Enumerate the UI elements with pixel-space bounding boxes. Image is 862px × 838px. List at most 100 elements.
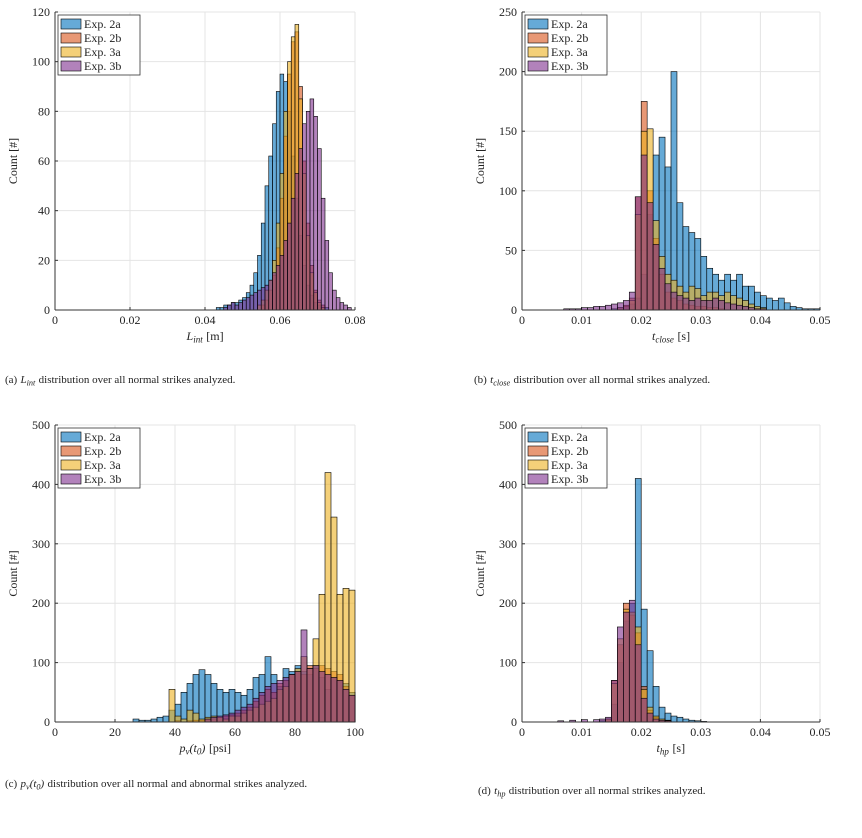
y-tick-label: 300 (499, 537, 517, 551)
caption: (d) thp distribution over all normal strik… (478, 784, 705, 801)
histogram-bar (306, 668, 314, 723)
legend-swatch (527, 473, 549, 485)
legend-label: Exp. 3a (84, 458, 121, 472)
y-tick-label: 20 (38, 253, 50, 267)
x-tick-label: 0.02 (631, 725, 652, 739)
legend-swatch (527, 18, 549, 30)
histogram-bar (294, 671, 302, 723)
histogram-bar (617, 302, 624, 311)
histogram-bar (268, 279, 273, 311)
histogram-bar (783, 302, 791, 311)
legend-swatch (60, 473, 82, 485)
x-tick-label: 0 (519, 313, 525, 327)
legend-label: Exp. 3a (551, 45, 588, 59)
histogram-bar (260, 287, 266, 311)
histogram-bar (300, 629, 308, 723)
x-tick-label: 0.04 (750, 313, 771, 327)
histogram-bar (772, 300, 779, 311)
subscript: 0 (36, 782, 41, 792)
histogram-bar (313, 116, 318, 311)
label-part: p (20, 778, 27, 790)
label-part: ) (201, 741, 206, 755)
label-part: distribution over all normal strikes ana… (38, 374, 236, 386)
histogram-bar (605, 716, 612, 723)
histogram-bar (712, 297, 719, 311)
histogram-bar (789, 306, 797, 311)
subscript: int (193, 334, 203, 345)
histogram-bar (318, 671, 326, 723)
histogram-bar (249, 294, 255, 311)
x-tick-label: 0.05 (810, 725, 831, 739)
legend-swatch (60, 32, 82, 44)
x-tick-label: 20 (109, 725, 121, 739)
x-tick-label: 0 (52, 313, 58, 327)
histogram-bar (700, 300, 708, 311)
histogram-bar (282, 677, 290, 723)
label-part: L (20, 374, 27, 386)
x-tick-label: 0.01 (571, 313, 592, 327)
x-tick-label: 60 (229, 725, 241, 739)
y-tick-label: 40 (38, 204, 50, 218)
x-tick-label: 0.04 (195, 313, 216, 327)
histogram-bar (628, 599, 636, 723)
x-tick-label: 0 (52, 725, 58, 739)
histogram-bar (294, 173, 300, 311)
histogram-bar (766, 297, 773, 311)
histogram-bar (162, 715, 170, 723)
label-part: (a) (5, 374, 18, 386)
histogram-bar (228, 712, 236, 723)
histogram-bar (198, 669, 206, 723)
histogram-bar (287, 222, 292, 311)
histogram-bar (276, 680, 284, 723)
y-axis-label: Count [#] (473, 138, 487, 184)
x-tick-label: 0.05 (810, 313, 831, 327)
label-part: (b) (474, 374, 487, 386)
histogram-bar (328, 272, 333, 311)
legend-swatch (527, 46, 549, 58)
y-tick-label: 0 (44, 303, 50, 317)
legend-label: Exp. 3b (84, 59, 121, 73)
label-part: [psi] (208, 741, 231, 755)
histogram-bar (234, 709, 242, 723)
y-tick-label: 400 (32, 477, 50, 491)
histogram-bar (234, 304, 240, 311)
x-tick-label: 0.02 (631, 313, 652, 327)
label-part: t (490, 374, 494, 386)
histogram-bar (312, 665, 320, 723)
histogram-bar (343, 304, 348, 311)
y-axis-label: Count [#] (6, 138, 20, 184)
label-part: [s] (672, 741, 686, 755)
histogram-bar (623, 611, 630, 723)
label-part: (c) (5, 778, 18, 790)
histogram-bar (317, 148, 322, 311)
label-part: t (494, 785, 498, 797)
legend-swatch (60, 445, 82, 457)
legend-swatch (527, 431, 549, 443)
subscript: close (493, 378, 511, 388)
histogram-bar (174, 715, 182, 723)
histogram-bar (264, 686, 272, 723)
histogram-bar (342, 689, 350, 723)
histogram-bar (658, 267, 666, 311)
y-tick-label: 80 (38, 104, 50, 118)
histogram-bar (670, 291, 678, 311)
y-tick-label: 200 (32, 596, 50, 610)
histogram-bar (156, 716, 164, 723)
histogram-bar (730, 303, 737, 311)
y-tick-label: 150 (499, 124, 517, 138)
y-tick-label: 400 (499, 477, 517, 491)
legend-label: Exp. 3b (551, 59, 588, 73)
y-tick-label: 0 (44, 715, 50, 729)
label-part: t (656, 741, 660, 755)
subscript: 0 (196, 746, 202, 757)
histogram-bar (332, 289, 337, 311)
histogram-bar (298, 148, 303, 311)
histogram-bar (676, 716, 684, 723)
x-axis-label: tclose [s] (652, 329, 690, 348)
histogram-bar (628, 291, 636, 311)
histogram-bar (320, 197, 326, 311)
histogram-bar (240, 706, 248, 723)
legend-swatch (527, 32, 549, 44)
legend-label: Exp. 3b (551, 472, 588, 486)
legend-swatch (60, 459, 82, 471)
